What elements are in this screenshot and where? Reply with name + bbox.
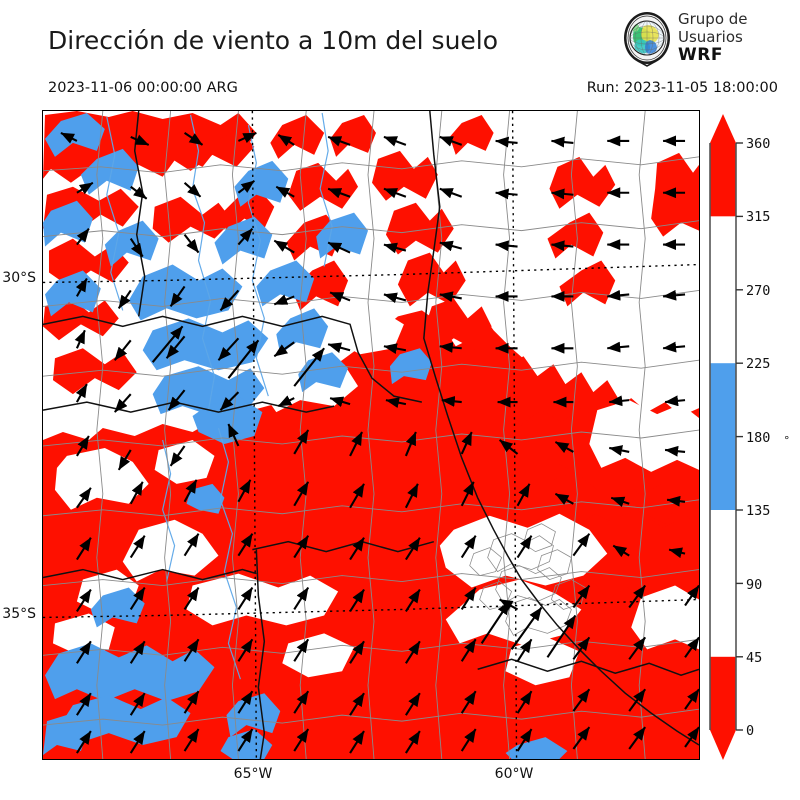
logo-line-1: Grupo de — [678, 10, 748, 28]
colorbar-tick-90: 90 — [746, 577, 763, 593]
country-borders — [43, 111, 699, 759]
y-tick-label-35S: 35°S — [2, 606, 36, 622]
valid-time-label: 2023-11-06 00:00:00 ARG — [48, 80, 238, 96]
y-tick-label-30S: 30°S — [2, 270, 36, 286]
wrf-user-group-logo: Grupo de Usuarios WRF — [620, 8, 780, 72]
logo-line-3: WRF — [678, 45, 723, 65]
x-tick-label-60W: 60°W — [494, 766, 534, 782]
gridlines — [43, 111, 699, 759]
wrf-user-group-seal-icon — [624, 12, 670, 67]
colorbar-tick-270: 270 — [746, 283, 771, 299]
run-time-label: Run: 2023-11-05 18:00:00 — [586, 80, 778, 96]
wind-direction-field — [43, 111, 699, 759]
colorbar-tick-45: 45 — [746, 650, 763, 666]
colorbar-tick-225: 225 — [746, 356, 771, 372]
colorbar[interactable]: 360 315 270 225 180 ° 135 90 45 0 — [706, 112, 796, 772]
logo-text: Grupo de Usuarios WRF — [678, 10, 748, 64]
colorbar-tick-360: 360 — [746, 136, 771, 152]
colorbar-unit-label: ° — [784, 434, 790, 447]
colorbar-tick-135: 135 — [746, 503, 771, 519]
colorbar-tick-315: 315 — [746, 209, 771, 225]
colorbar-tick-0: 0 — [746, 723, 755, 739]
map-canvas[interactable] — [42, 110, 700, 760]
colorbar-gradient — [709, 114, 743, 760]
page-title: Dirección de viento a 10m del suelo — [48, 26, 499, 55]
logo-line-2: Usuarios — [678, 28, 743, 46]
x-tick-label-65W: 65°W — [233, 766, 273, 782]
wind-barb-arrows — [60, 131, 699, 754]
colorbar-tick-180: 180 — [746, 430, 771, 446]
